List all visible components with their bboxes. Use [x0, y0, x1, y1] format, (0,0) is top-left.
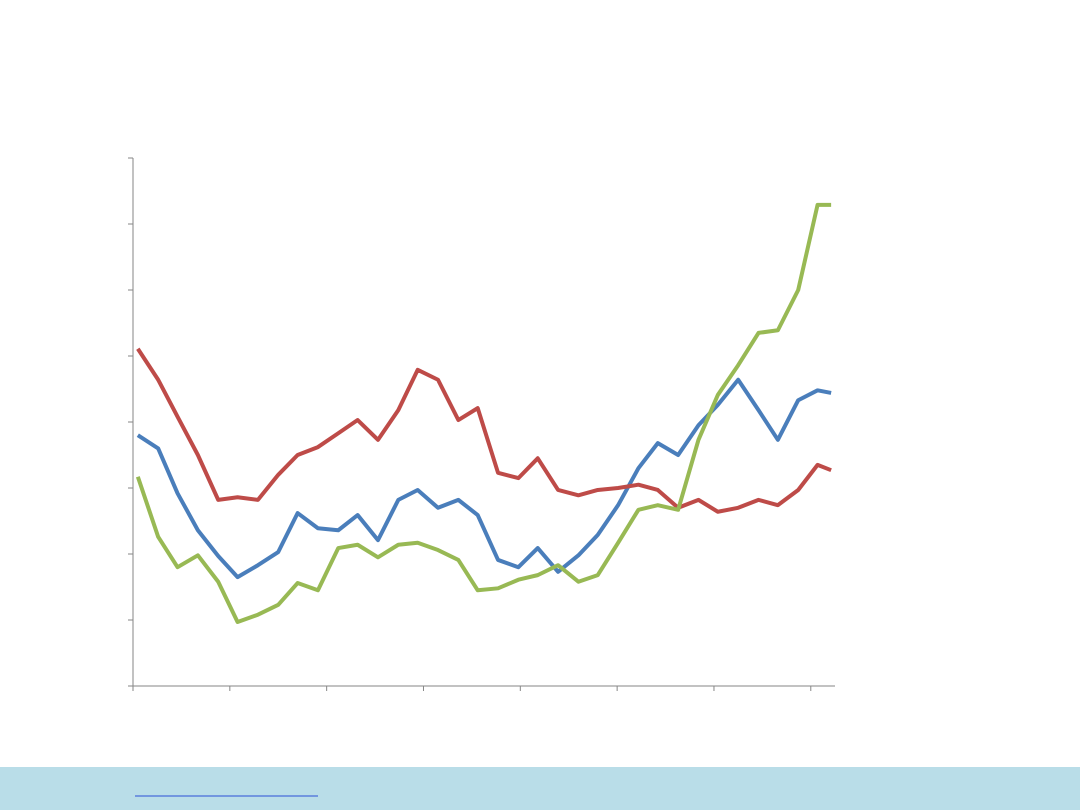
series-line: [135, 202, 832, 624]
series-line: [136, 377, 832, 580]
footer-bar: [0, 767, 1080, 810]
series-line: [136, 347, 832, 514]
